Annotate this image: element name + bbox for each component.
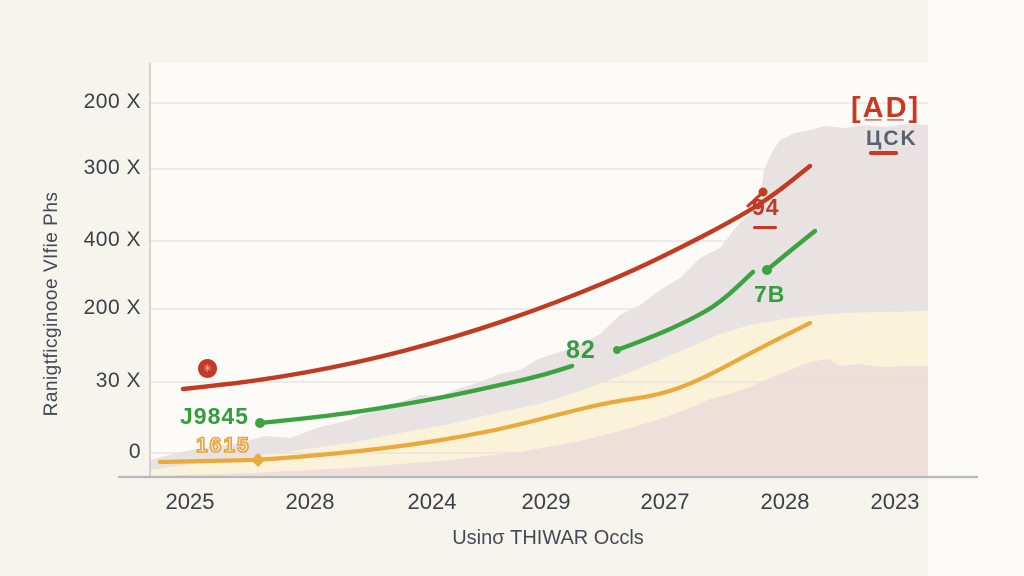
red-line — [180, 163, 813, 392]
y-tick-label: 200 X — [83, 296, 141, 319]
y-tick-label: 30 X — [95, 369, 141, 392]
y-tick-label: 400 X — [83, 228, 141, 251]
green-marker — [762, 265, 772, 275]
x-tick-label: 2028 — [760, 489, 810, 514]
green-start-label: J9845 — [180, 403, 249, 429]
green-line — [257, 363, 575, 426]
red-series-label: 94 — [752, 194, 780, 220]
red-seal-badge: ✳ — [198, 359, 217, 378]
green-marker — [613, 346, 621, 354]
stamp-label-top: [A̲D̲] — [851, 92, 921, 124]
y-tick-label: 300 X — [83, 156, 141, 179]
x-tick-label: 2023 — [870, 489, 920, 514]
x-axis-title: Usinσ THIWAR Occls — [452, 527, 644, 549]
red-label-underline — [753, 226, 777, 229]
x-tick-label: 2024 — [407, 489, 457, 514]
red-arrow-tail — [746, 192, 763, 208]
x-tick-label: 2025 — [165, 489, 215, 514]
stamp-label-bottom: ЦCK — [866, 127, 918, 150]
x-tick-label: 2029 — [521, 489, 571, 514]
seal-asterisk-icon: ✳ — [202, 363, 213, 375]
orange-line — [157, 320, 813, 465]
x-tick-label: 2027 — [640, 489, 690, 514]
green-line — [764, 228, 818, 273]
orange-start-label: 1615 — [195, 433, 251, 458]
y-tick-label: 200 X — [83, 90, 141, 113]
stamp-underline — [869, 151, 898, 155]
green-series-label: 7B — [754, 281, 786, 307]
green-marker — [255, 418, 265, 428]
green-line — [614, 269, 756, 353]
orange-diamond-marker — [251, 453, 265, 467]
green-mid-label: 82 — [566, 336, 596, 364]
right-margin-bg — [928, 0, 1024, 576]
area-fill-pink — [150, 359, 928, 477]
x-tick-label: 2028 — [285, 489, 335, 514]
y-tick-label: 0 — [128, 440, 141, 463]
